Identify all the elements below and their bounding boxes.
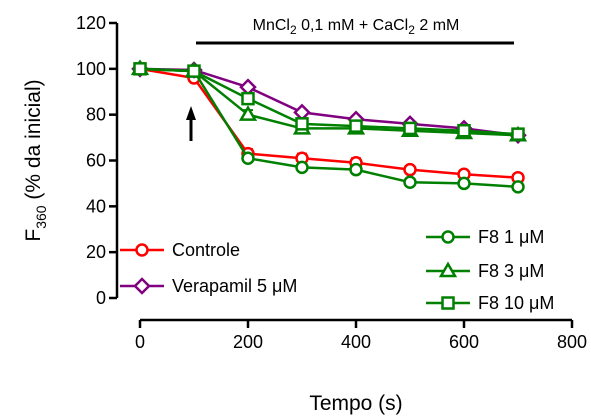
legend-label: F8 3 μM — [478, 261, 544, 281]
text-part: 360 — [33, 205, 49, 229]
legend-item-0: Controle — [120, 240, 240, 260]
data-point — [403, 175, 417, 190]
legend-marker — [133, 277, 151, 295]
text-part: (% da inicial) — [22, 79, 45, 205]
data-point — [457, 176, 471, 191]
legend-label: F8 1 μM — [478, 227, 544, 247]
arrow-head — [186, 106, 196, 120]
legend-marker — [438, 261, 458, 278]
legend-item-1: Verapamil 5 μM — [120, 276, 297, 296]
legend-label: F8 10 μM — [478, 293, 554, 313]
text-part: 2 — [408, 23, 415, 37]
data-point — [457, 123, 471, 138]
treatment-annotation: MnCl2 0,1 mM + CaCl2 2 mM — [186, 17, 514, 141]
series-line — [139, 67, 519, 189]
x-tick-label: 400 — [341, 332, 371, 352]
text-part: 2 mM — [415, 17, 459, 34]
legend-label: Verapamil 5 μM — [172, 276, 297, 296]
data-point — [133, 62, 147, 76]
legend-item-2: F8 1 μM — [426, 227, 544, 247]
x-tick-label: 800 — [557, 332, 587, 352]
series-line — [139, 67, 519, 179]
series-layer — [130, 59, 528, 194]
data-point — [241, 91, 255, 106]
y-tick-label: 0 — [96, 288, 106, 308]
legend-marker — [135, 243, 149, 257]
y-tick-label: 20 — [86, 242, 106, 262]
text-part: 0,1 mM + CaCl — [297, 17, 409, 34]
data-point — [295, 117, 309, 131]
data-point — [403, 162, 417, 177]
data-point — [349, 162, 363, 177]
y-tick-label: 100 — [76, 59, 106, 79]
legend-marker — [441, 296, 455, 310]
data-point — [238, 105, 258, 121]
legend-marker — [441, 230, 455, 244]
series-line — [139, 67, 519, 137]
series-4 — [133, 62, 525, 141]
series-line — [139, 67, 519, 136]
y-tick-label: 40 — [86, 196, 106, 216]
x-axis-title: Tempo (s) — [309, 392, 402, 415]
y-tick-label: 60 — [86, 151, 106, 171]
data-point — [349, 119, 363, 133]
axes: 0 20 40 60 80 100 120 0 200 400 600 800 Tempo (s) F36… — [22, 13, 587, 415]
text-part: MnCl — [253, 17, 290, 34]
legend-item-4: F8 10 μM — [426, 293, 554, 313]
data-point — [295, 160, 309, 175]
text-part: F — [22, 229, 45, 242]
data-point — [403, 121, 417, 136]
legend-label: Controle — [172, 240, 240, 260]
y-axis-title: F360 (% da inicial) — [22, 79, 49, 241]
data-point — [241, 151, 255, 165]
x-tick-label: 0 — [135, 332, 145, 352]
treatment-label: MnCl2 0,1 mM + CaCl2 2 mM — [253, 17, 460, 37]
data-point — [511, 180, 525, 194]
x-tick-label: 600 — [449, 332, 479, 352]
y-tick-label: 80 — [86, 105, 106, 125]
legend-item-3: F8 3 μM — [426, 261, 544, 281]
legend: Controle Verapamil 5 μM F8 1 μM F8 3 μM F8 1… — [120, 227, 554, 313]
text-part: 2 — [290, 23, 297, 37]
y-tick-label: 120 — [76, 13, 106, 33]
series-line — [139, 67, 519, 137]
x-tick-label: 200 — [233, 332, 263, 352]
data-point — [511, 127, 525, 141]
data-point — [187, 64, 201, 78]
